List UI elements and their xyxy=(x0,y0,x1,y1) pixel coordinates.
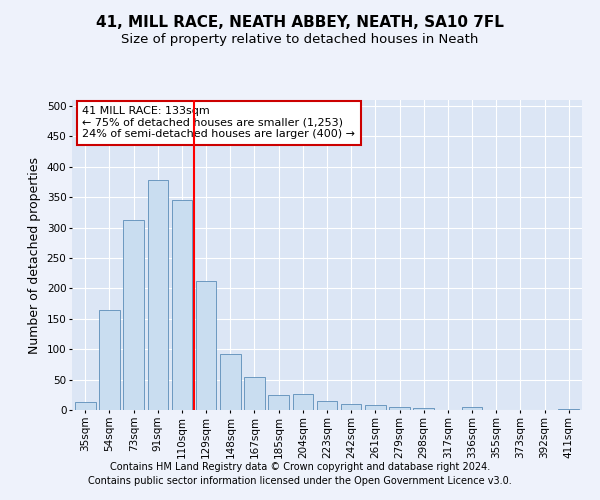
Bar xyxy=(268,395,289,410)
Text: Contains public sector information licensed under the Open Government Licence v3: Contains public sector information licen… xyxy=(88,476,512,486)
Bar xyxy=(148,180,168,410)
Bar xyxy=(559,409,579,410)
Text: Size of property relative to detached houses in Neath: Size of property relative to detached ho… xyxy=(121,32,479,46)
Bar xyxy=(389,407,410,410)
Bar xyxy=(196,280,217,410)
Bar xyxy=(99,310,120,410)
Bar xyxy=(462,407,482,410)
Bar xyxy=(341,404,361,410)
Bar xyxy=(244,376,265,410)
Bar xyxy=(365,405,386,410)
Bar xyxy=(293,394,313,410)
Text: 41 MILL RACE: 133sqm
← 75% of detached houses are smaller (1,253)
24% of semi-de: 41 MILL RACE: 133sqm ← 75% of detached h… xyxy=(82,106,355,140)
Text: 41, MILL RACE, NEATH ABBEY, NEATH, SA10 7FL: 41, MILL RACE, NEATH ABBEY, NEATH, SA10 … xyxy=(96,15,504,30)
Bar xyxy=(75,402,95,410)
Bar xyxy=(172,200,192,410)
Text: Contains HM Land Registry data © Crown copyright and database right 2024.: Contains HM Land Registry data © Crown c… xyxy=(110,462,490,472)
Bar xyxy=(220,354,241,410)
Bar xyxy=(413,408,434,410)
Y-axis label: Number of detached properties: Number of detached properties xyxy=(28,156,41,354)
Bar xyxy=(124,220,144,410)
Bar xyxy=(317,402,337,410)
